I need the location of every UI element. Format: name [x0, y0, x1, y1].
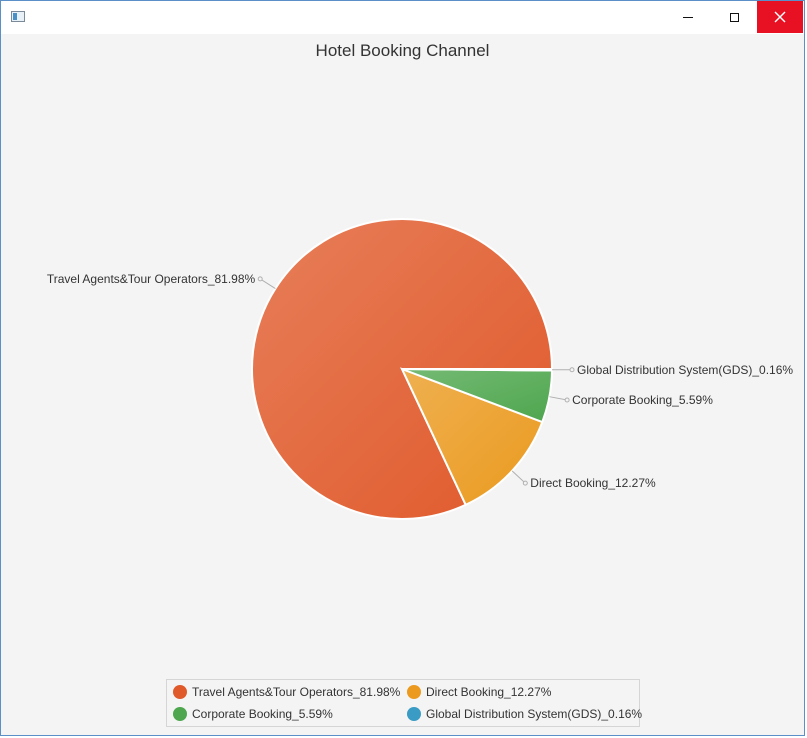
pie-slice: [400, 367, 544, 507]
label-leader-dot: [564, 397, 570, 403]
pie-chart: Travel Agents&Tour Operators_81.98% Direc…: [47, 218, 793, 520]
minimize-icon: [683, 16, 693, 18]
label-leader-line: [511, 470, 526, 484]
slice-label: Global Distribution System(GDS)_0.16%: [577, 363, 793, 377]
slice-label: Direct Booking_12.27%: [530, 476, 656, 490]
legend-marker: [173, 707, 187, 721]
slice-label: Corporate Booking_5.59%: [572, 393, 713, 407]
close-button[interactable]: [757, 1, 803, 33]
minimize-button[interactable]: [665, 1, 711, 33]
legend-label: Travel Agents&Tour Operators_81.98%: [192, 685, 401, 699]
pie-slice: [401, 368, 554, 372]
legend-item: Corporate Booking_5.59%: [173, 707, 333, 721]
legend-label: Direct Booking_12.27%: [426, 685, 552, 699]
slice-label: Travel Agents&Tour Operators_81.98%: [47, 272, 256, 286]
legend-label: Corporate Booking_5.59%: [192, 707, 333, 721]
chart-title: Hotel Booking Channel: [315, 41, 490, 60]
legend-item: Travel Agents&Tour Operators_81.98%: [173, 685, 400, 699]
label-leader-line: [549, 396, 568, 401]
legend-marker: [173, 685, 187, 699]
label-leader-dot: [522, 480, 528, 486]
maximize-icon: [729, 12, 739, 22]
label-leader-line: [259, 278, 276, 289]
title-bar: [1, 1, 804, 34]
close-icon: [774, 11, 786, 23]
label-leader-dot: [257, 276, 263, 282]
chart-legend: Travel Agents&Tour Operators_81.98% Dire…: [166, 679, 642, 727]
app-icon: [11, 11, 25, 22]
legend-marker: [407, 707, 421, 721]
legend-label: Global Distribution System(GDS)_0.16%: [426, 707, 643, 721]
legend-item: Direct Booking_12.27%: [407, 685, 551, 699]
legend-item: Global Distribution System(GDS)_0.16%: [407, 707, 642, 721]
legend-marker: [407, 685, 421, 699]
label-leader-dot: [569, 367, 575, 373]
maximize-button[interactable]: [711, 1, 757, 33]
